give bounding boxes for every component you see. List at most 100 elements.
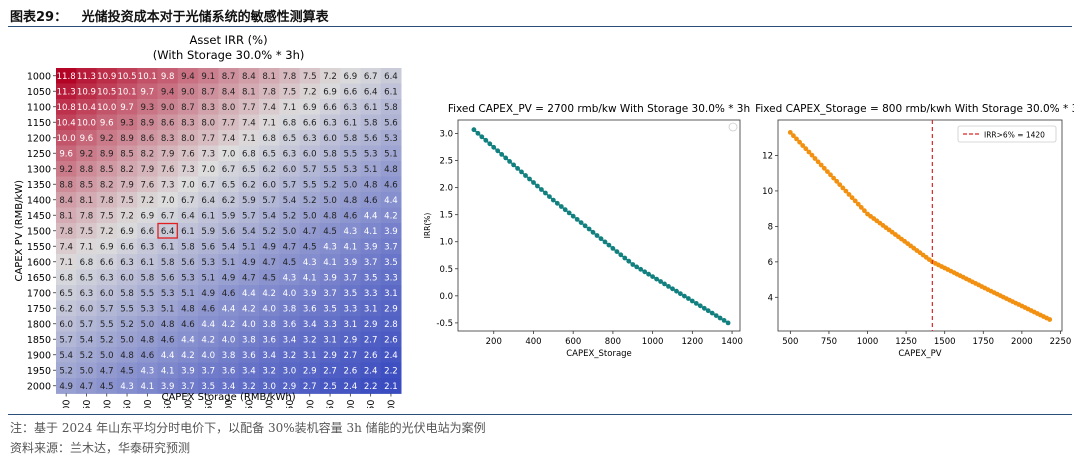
heatmap-cell <box>299 130 321 146</box>
heatmap-cell <box>299 362 321 379</box>
heatmap-cell-label: 3.9 <box>161 382 175 392</box>
heatmap-cell-label: 5.5 <box>120 305 134 315</box>
heatmap-cell <box>56 68 77 84</box>
heatmap-cell-label: 5.8 <box>364 119 378 129</box>
heatmap-cell-label: 7.4 <box>262 103 276 113</box>
footnote: 注：基于 2024 年山东平均分时电价下，以配备 30%装机容量 3h 储能的光… <box>10 421 486 435</box>
heatmap-cell-label: 7.4 <box>59 243 73 253</box>
data-point <box>858 205 864 210</box>
heatmap-cell <box>319 68 341 84</box>
heatmap-cell <box>116 378 138 394</box>
heatmap-cell <box>360 378 382 394</box>
heatmap-cell <box>279 114 300 131</box>
figure-title-text: 光储投资成本对于光储系统的敏感性测算表 <box>81 10 329 25</box>
data-point <box>794 136 799 142</box>
heatmap-cell <box>218 161 240 177</box>
heatmap-subtitle: (With Storage 30.0% * 3h) <box>153 48 305 62</box>
heatmap-cell-label: 8.8 <box>80 165 94 175</box>
data-point <box>594 233 600 238</box>
heatmap-cell-label: 7.2 <box>100 227 114 237</box>
heatmap-cell-label: 3.1 <box>364 305 378 315</box>
heatmap-cell-label: 4.8 <box>344 196 358 206</box>
heatmap-cell-label: 5.3 <box>161 289 175 299</box>
heatmap-title: Asset IRR (%) <box>190 33 268 47</box>
heatmap-cell <box>157 192 179 208</box>
heatmap-cell <box>299 192 321 208</box>
heatmap-cell-label: 5.4 <box>80 336 94 346</box>
heatmap-cell <box>380 254 402 270</box>
heatmap-cell-label: 5.2 <box>262 227 276 237</box>
heatmap-cell-label: 6.6 <box>303 119 317 129</box>
heatmap-cell <box>319 99 341 115</box>
heatmap-cell-label: 3.5 <box>344 289 358 299</box>
x-tick-label: 400 <box>62 400 73 409</box>
heatmap-cell <box>198 207 219 224</box>
heatmap-cell-label: 6.3 <box>283 150 297 160</box>
data-point <box>818 162 824 168</box>
heatmap-cell <box>56 192 77 208</box>
heatmap-cell <box>340 207 361 224</box>
heatmap-cell <box>157 68 179 84</box>
heatmap-cell <box>279 207 300 224</box>
heatmap-cell-label: 3.5 <box>384 258 398 268</box>
heatmap-cell-label: 8.3 <box>181 119 195 129</box>
heatmap-cell-label: 3.9 <box>344 258 358 268</box>
heatmap-cell-label: 4.4 <box>201 320 215 330</box>
heatmap-cell <box>177 285 199 301</box>
data-point <box>590 229 596 235</box>
heatmap-cell <box>218 99 240 115</box>
heatmap-cell-label: 10.1 <box>138 72 157 82</box>
heatmap-cell <box>340 254 361 270</box>
heatmap-cell <box>299 378 321 394</box>
data-point <box>849 195 855 201</box>
heatmap-cell <box>76 68 97 84</box>
data-point <box>666 284 671 289</box>
heatmap-cell-label: 7.8 <box>80 212 94 222</box>
top-divider <box>8 26 1072 27</box>
heatmap-cell-label: 4.4 <box>384 196 398 206</box>
heatmap-cell-label: 5.8 <box>161 258 175 268</box>
heatmap-cell-label: 8.4 <box>59 196 73 206</box>
heatmap-cell-label: 3.9 <box>303 289 317 299</box>
heatmap-cell-label: 8.4 <box>222 88 236 98</box>
x-tick-label: 1400 <box>721 337 743 347</box>
heatmap-cell <box>340 378 361 394</box>
heatmap-cell-label: 8.7 <box>222 72 236 82</box>
heatmap-cell <box>340 192 361 208</box>
heatmap-cell-label: 5.0 <box>141 320 155 330</box>
heatmap-cell <box>198 99 219 115</box>
heatmap-cell-label: 5.1 <box>364 165 378 175</box>
data-point <box>614 249 620 255</box>
data-point <box>487 141 493 147</box>
heatmap-cell-label: 5.0 <box>283 227 297 237</box>
y-tick-label: 1150 <box>27 118 51 129</box>
heatmap-cell <box>157 161 179 177</box>
heatmap-cell-label: 9.7 <box>141 88 155 98</box>
heatmap-cell-label: 5.4 <box>262 212 276 222</box>
heatmap-cell-label: 7.6 <box>161 165 175 175</box>
heatmap-cell-label: 5.3 <box>364 150 378 160</box>
heatmap-cell <box>380 161 402 177</box>
y-tick-label: 1600 <box>27 257 51 268</box>
heatmap-cell-label: 5.4 <box>283 196 297 206</box>
heatmap-cell <box>157 207 179 224</box>
heatmap-cell <box>380 99 402 115</box>
heatmap-cell <box>259 130 280 146</box>
heatmap-cell <box>259 300 280 317</box>
x-tick-label: 2000 <box>1011 337 1033 347</box>
heatmap-cell <box>279 176 300 193</box>
y-tick-label: 1700 <box>27 288 51 299</box>
heatmap-cell-label: 4.6 <box>141 351 155 361</box>
heatmap-cell <box>380 378 402 394</box>
heatmap-cell-label: 6.8 <box>80 258 94 268</box>
heatmap-cell-label: 5.0 <box>100 351 114 361</box>
heatmap-cell-label: 7.1 <box>59 258 73 268</box>
data-point <box>713 313 719 318</box>
heatmap-cell <box>360 285 382 301</box>
data-point <box>658 279 663 284</box>
heatmap-cell-label: 5.6 <box>161 274 175 284</box>
heatmap-cell <box>116 362 138 379</box>
data-point <box>602 239 608 245</box>
heatmap-cell <box>299 331 321 348</box>
heatmap-cell <box>137 347 158 363</box>
